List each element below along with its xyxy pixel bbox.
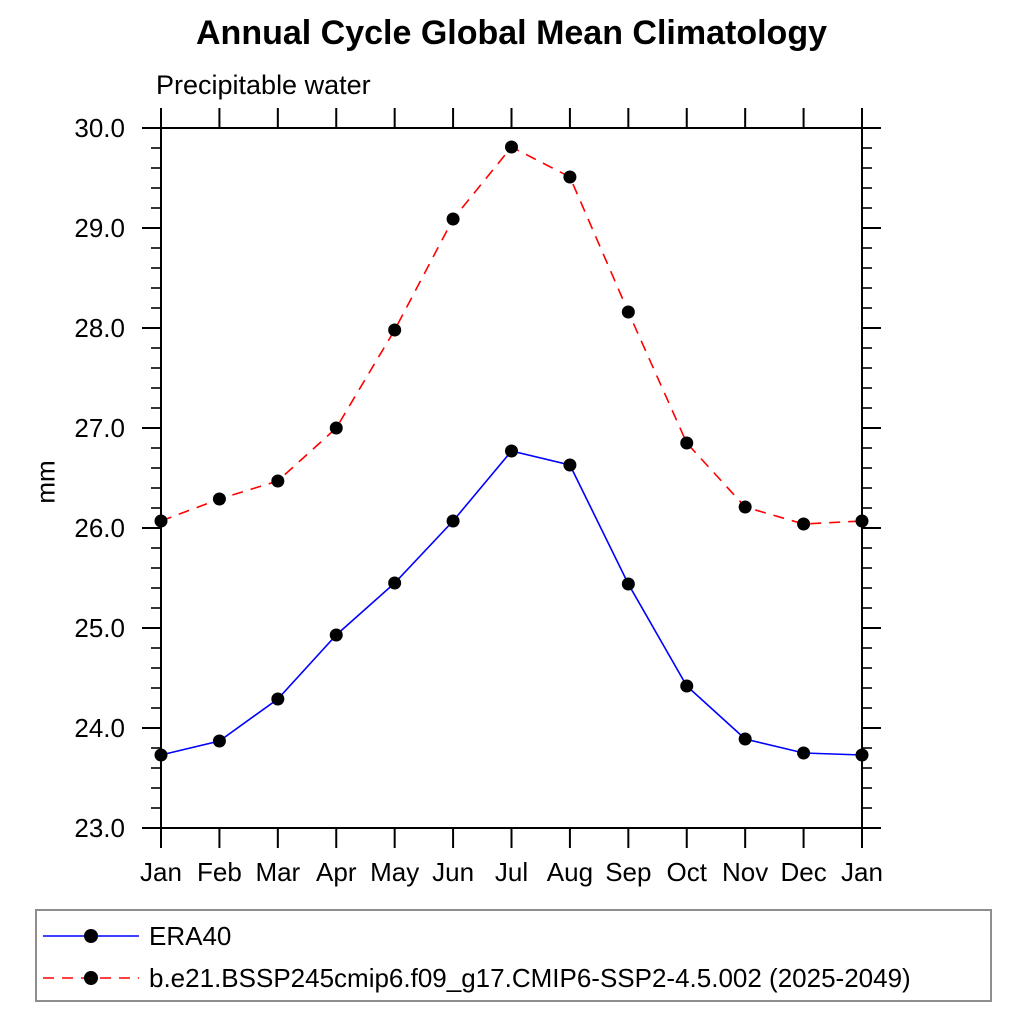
svg-text:25.0: 25.0 bbox=[74, 613, 125, 643]
svg-text:Jan: Jan bbox=[140, 857, 182, 887]
legend-swatch-blue-solid-line bbox=[43, 929, 139, 943]
svg-text:Jan: Jan bbox=[841, 857, 883, 887]
svg-text:27.0: 27.0 bbox=[74, 413, 125, 443]
chart-title: Annual Cycle Global Mean Climatology bbox=[196, 14, 827, 52]
svg-text:24.0: 24.0 bbox=[74, 713, 125, 743]
y-axis-ticks bbox=[142, 127, 881, 829]
svg-text:Feb: Feb bbox=[197, 857, 242, 887]
y-axis-tick-labels: 23.0 24.0 25.0 26.0 27.0 28.0 29.0 30.0 bbox=[74, 113, 125, 843]
svg-text:Mar: Mar bbox=[255, 857, 300, 887]
legend-item-era40: ERA40 bbox=[41, 915, 990, 957]
plot-frame bbox=[160, 127, 863, 829]
legend-label-model: b.e21.BSSP245cmip6.f09_g17.CMIP6-SSP2-4.… bbox=[149, 962, 911, 993]
svg-text:Sep: Sep bbox=[605, 857, 651, 887]
x-axis-ticks bbox=[160, 108, 863, 848]
legend-item-model: b.e21.BSSP245cmip6.f09_g17.CMIP6-SSP2-4.… bbox=[41, 957, 990, 999]
x-axis-labels: Jan Feb Mar Apr May Jun Jul Aug Sep Oct Nov Dec Jan bbox=[140, 857, 883, 887]
svg-text:Oct: Oct bbox=[667, 857, 708, 887]
svg-text:Aug: Aug bbox=[547, 857, 593, 887]
svg-text:23.0: 23.0 bbox=[74, 813, 125, 843]
chart-subtitle: Precipitable water bbox=[156, 70, 371, 100]
svg-text:28.0: 28.0 bbox=[74, 313, 125, 343]
series-model bbox=[154, 140, 869, 531]
svg-text:Jun: Jun bbox=[432, 857, 474, 887]
svg-text:Dec: Dec bbox=[780, 857, 826, 887]
svg-text:30.0: 30.0 bbox=[74, 113, 125, 143]
svg-text:Nov: Nov bbox=[722, 857, 768, 887]
svg-text:29.0: 29.0 bbox=[74, 213, 125, 243]
svg-text:Jul: Jul bbox=[495, 857, 528, 887]
legend-box: ERA40 b.e21.BSSP245cmip6.f09_g17.CMIP6-S… bbox=[35, 909, 992, 1002]
legend-swatch-red-dashed-line bbox=[43, 971, 139, 985]
series-era40 bbox=[154, 444, 869, 762]
svg-text:Apr: Apr bbox=[316, 857, 357, 887]
svg-text:26.0: 26.0 bbox=[74, 513, 125, 543]
legend-label-era40: ERA40 bbox=[149, 920, 232, 951]
svg-text:May: May bbox=[370, 857, 419, 887]
